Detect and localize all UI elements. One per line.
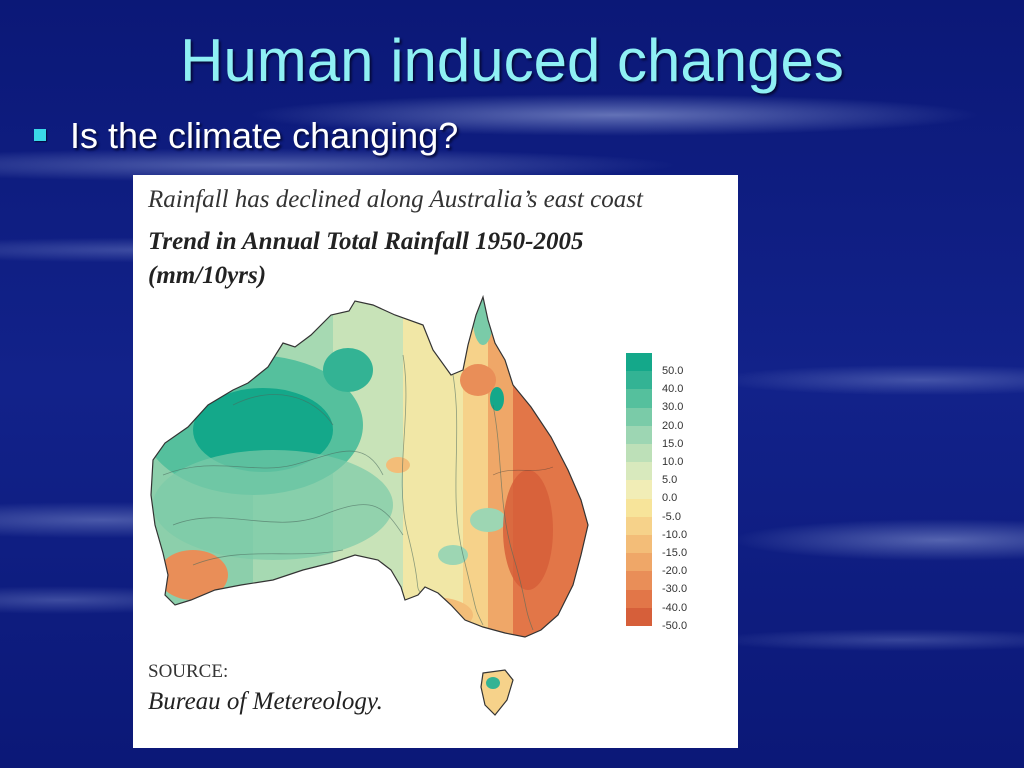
legend-label: -15.0 xyxy=(662,547,688,559)
legend-label: 30.0 xyxy=(662,401,684,414)
legend-label: 15.0 xyxy=(662,437,684,450)
legend-label: 10.0 xyxy=(662,456,684,468)
figure-caption-title-line2: (mm/10yrs) xyxy=(148,262,267,289)
legend-label: -10.0 xyxy=(662,528,688,541)
legend-label: 50.0 xyxy=(662,365,684,377)
legend-swatch xyxy=(626,444,652,463)
figure-caption-title: Trend in Annual Total Rainfall 1950-2005… xyxy=(148,225,708,293)
legend-label: -5.0 xyxy=(662,510,681,523)
legend-swatch xyxy=(626,389,652,409)
legend-label: 20.0 xyxy=(662,419,684,432)
legend-label: -40.0 xyxy=(662,601,688,614)
legend-swatch xyxy=(626,498,652,518)
legend-swatch xyxy=(626,480,652,500)
figure-caption-headline: Rainfall has declined along Australia’s … xyxy=(148,186,643,213)
legend-swatch xyxy=(626,607,652,627)
legend-swatch xyxy=(626,371,652,390)
legend-swatch xyxy=(626,535,652,554)
legend-label: -20.0 xyxy=(662,565,688,578)
legend-label: 0.0 xyxy=(662,492,678,505)
legend-swatch xyxy=(626,353,652,372)
figure-caption-title-line1: Trend in Annual Total Rainfall 1950-2005 xyxy=(148,228,584,255)
slide-title: Human induced changes xyxy=(180,27,844,94)
legend-label: -50.0 xyxy=(662,619,688,632)
bullet-text: Is the climate changing? xyxy=(70,115,459,156)
legend-label: 40.0 xyxy=(662,383,684,396)
legend-swatch xyxy=(626,571,652,591)
tasmania xyxy=(480,669,514,716)
source-name: Bureau of Metereology. xyxy=(148,688,383,715)
legend-swatch xyxy=(626,462,652,481)
legend-swatch xyxy=(626,589,652,609)
legend-swatch xyxy=(626,516,652,536)
rainfall-figure: Rainfall has declined along Australia’s … xyxy=(133,175,738,748)
square-bullet-icon xyxy=(34,129,46,141)
source-label: SOURCE: xyxy=(148,661,229,682)
legend-swatch xyxy=(626,407,652,427)
legend-swatch xyxy=(626,553,652,572)
legend-label: 5.0 xyxy=(662,474,678,487)
legend-label: -30.0 xyxy=(662,583,688,596)
australia-rainfall-map xyxy=(150,296,589,716)
legend-swatch xyxy=(626,425,652,445)
